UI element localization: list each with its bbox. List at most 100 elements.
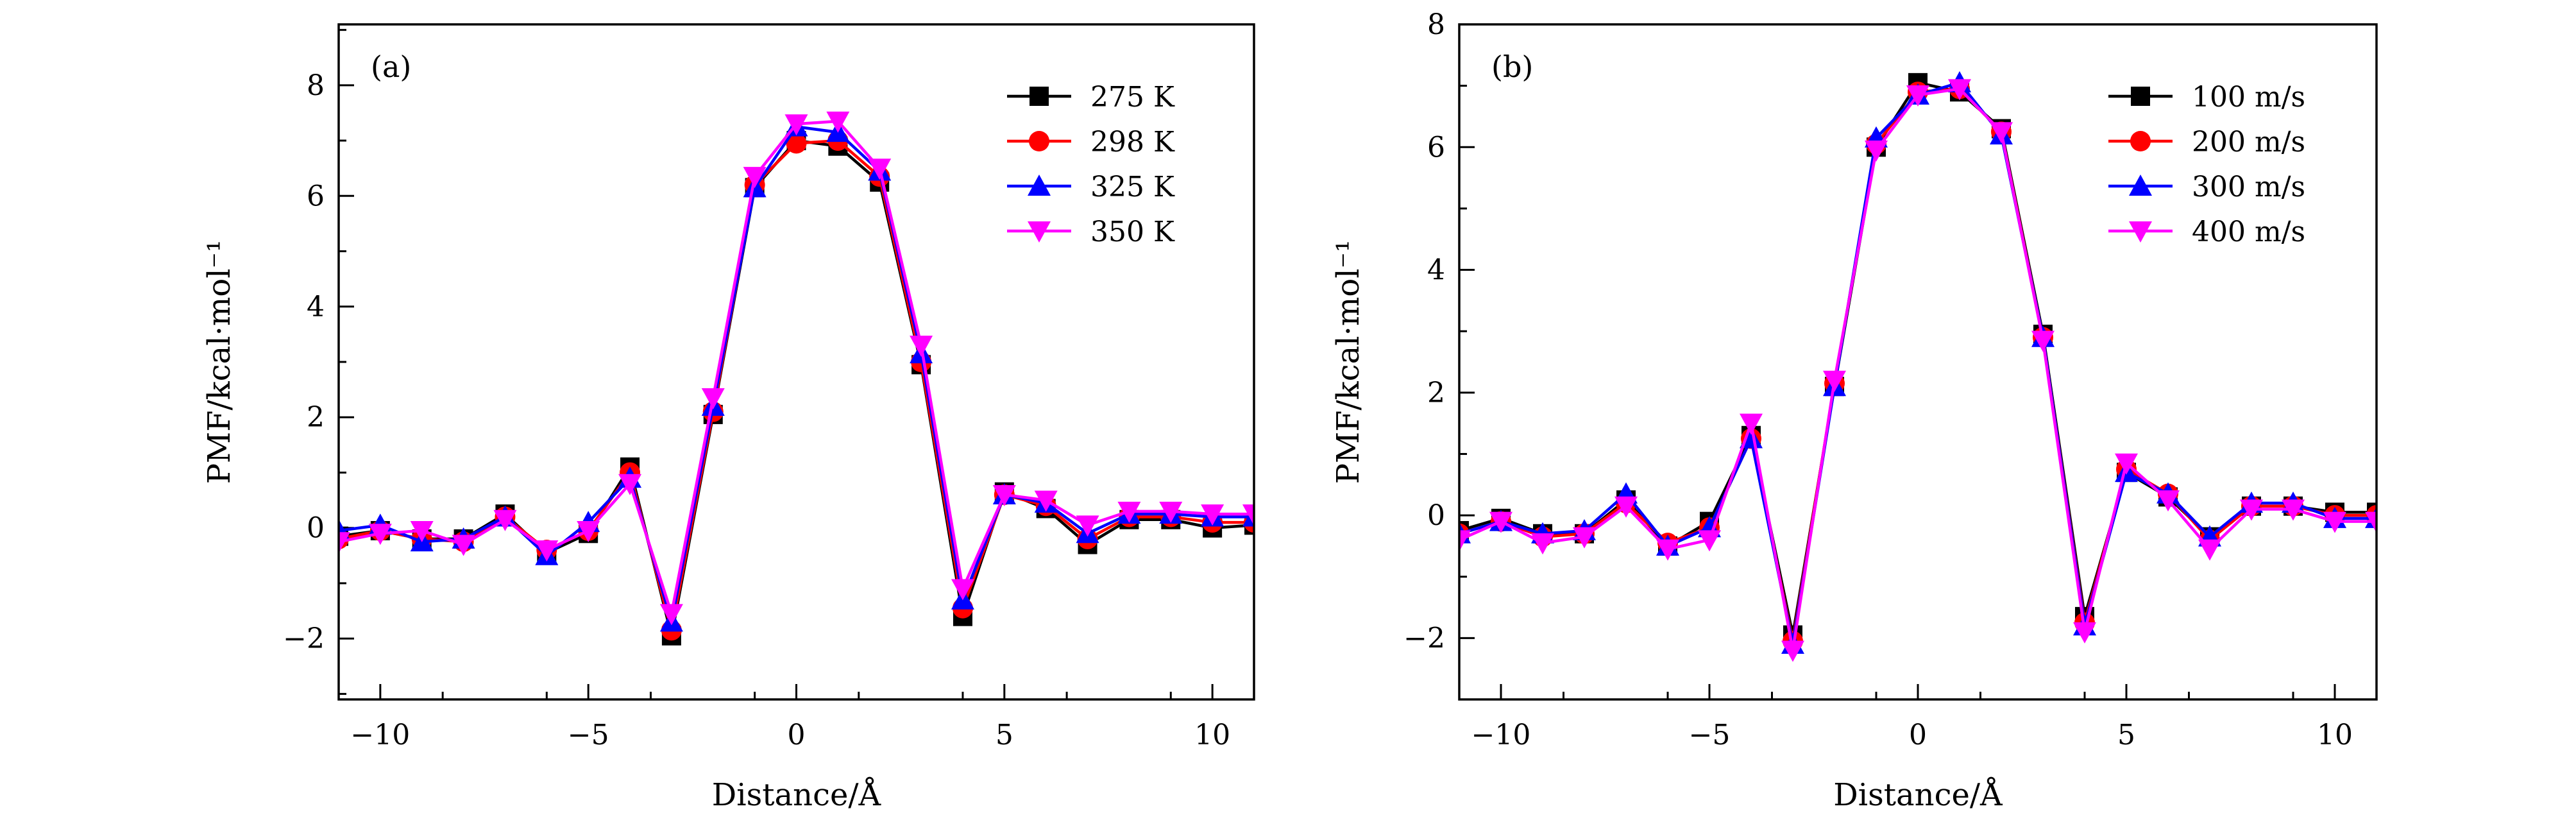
legend-label: 100 m/s: [2192, 81, 2305, 114]
data-point: [951, 579, 974, 601]
data-point: [1614, 496, 1638, 518]
data-point: [2282, 499, 2305, 521]
data-point: [368, 524, 392, 545]
legend-marker: [2130, 131, 2151, 151]
data-point: [1201, 504, 1224, 526]
x-tick-label: 5: [2117, 719, 2135, 751]
legend-marker: [2131, 87, 2150, 106]
legend-item: 298 K: [1007, 126, 1175, 158]
series-line: [339, 139, 1254, 632]
series-line: [339, 139, 1254, 638]
plot-frame: [337, 23, 1255, 701]
x-tick-label: 10: [2317, 719, 2353, 751]
series-0: [339, 131, 1254, 646]
legend-marker: [2129, 175, 2152, 196]
legend-label: 325 K: [1090, 171, 1175, 203]
legend-marker: [1028, 221, 1051, 243]
data-point: [1159, 501, 1183, 523]
series-1: [1459, 78, 2377, 652]
data-point: [339, 532, 350, 554]
legend-marker: [2129, 221, 2152, 243]
y-tick-label: 4: [1427, 254, 1445, 287]
legend-marker: [1029, 131, 1049, 151]
legend-label: 298 K: [1090, 126, 1175, 158]
data-point: [618, 474, 642, 495]
legend-item: 200 m/s: [2108, 126, 2305, 158]
data-point: [701, 388, 725, 410]
data-point: [577, 521, 600, 542]
y-tick-label: 8: [1427, 8, 1445, 41]
y-tick-label: 2: [307, 401, 325, 434]
chart-panel-a: −10 −5 0 5 10 −2 0 2 4 6 8 (a) 275 K 298 K 325 K 350 K D…: [201, 23, 1255, 813]
data-point: [1865, 141, 1888, 162]
data-point: [452, 535, 475, 556]
y-tick-label: 8: [307, 69, 325, 102]
data-point: [784, 114, 808, 136]
data-point: [2198, 539, 2221, 561]
data-point: [786, 133, 807, 154]
data-point: [2073, 622, 2096, 644]
legend: 275 K 298 K 325 K 350 K: [1007, 81, 1175, 248]
legend-item: 100 m/s: [2108, 81, 2305, 114]
x-tick-label: 5: [996, 719, 1013, 751]
data-point: [1076, 515, 1099, 537]
series-1: [339, 130, 1254, 641]
plot-frame: [1458, 23, 2378, 701]
series-0: [1459, 73, 2377, 645]
y-tick-label: 4: [307, 291, 325, 323]
data-point: [410, 521, 434, 542]
series-3: [339, 111, 1254, 626]
x-axis-title: Distance/Å: [712, 776, 882, 813]
data-point: [1781, 640, 1804, 662]
data-point: [1948, 79, 1971, 101]
legend-item: 350 K: [1007, 216, 1175, 248]
chart-panel-b: −10 −5 0 5 10 −2 0 2 4 6 8 (b) 100 m/s 200 m/s 300 m/s…: [1330, 8, 2378, 813]
data-point: [1489, 511, 1513, 533]
data-point: [868, 158, 892, 180]
data-point: [2323, 511, 2346, 533]
data-point: [2031, 330, 2055, 352]
data-point: [1531, 533, 1554, 555]
data-point: [1573, 527, 1596, 549]
series-line: [1459, 81, 2377, 637]
series-line: [1459, 81, 2377, 646]
legend-marker: [1028, 175, 1051, 196]
legend-item: 300 m/s: [2108, 171, 2305, 203]
x-tick-label: 0: [788, 719, 806, 751]
legend-item: 275 K: [1007, 81, 1175, 114]
panel-label: (b): [1491, 49, 1533, 84]
data-point: [2157, 490, 2180, 512]
y-tick-label: 6: [307, 180, 325, 212]
legend-label: 350 K: [1090, 216, 1175, 248]
series-3: [1459, 79, 2377, 662]
data-point: [743, 167, 767, 189]
panel-label: (a): [371, 49, 411, 84]
data-point: [1242, 504, 1254, 526]
x-tick-label: −10: [350, 719, 410, 751]
legend: 100 m/s 200 m/s 300 m/s 400 m/s: [2108, 81, 2305, 248]
x-tick-label: −10: [1471, 719, 1531, 751]
data-point: [1459, 530, 1471, 552]
data-point: [1698, 530, 1721, 552]
x-tick-label: 10: [1194, 719, 1230, 751]
legend-marker: [1030, 87, 1049, 106]
data-point: [826, 111, 850, 133]
x-tick-label: 0: [1909, 719, 1927, 751]
series-2: [1459, 71, 2377, 654]
y-tick-label: 6: [1427, 131, 1445, 164]
y-tick-label: 0: [1427, 499, 1445, 532]
y-tick-label: 0: [307, 512, 325, 545]
data-point: [910, 336, 933, 357]
data-point: [2240, 499, 2263, 521]
x-tick-label: −5: [1689, 719, 1731, 751]
data-point: [1117, 501, 1141, 523]
legend-label: 275 K: [1090, 81, 1175, 114]
y-tick-label: −2: [1403, 622, 1445, 655]
data-point: [2115, 453, 2138, 475]
y-axis-title: PMF/kcal·mol⁻¹: [201, 240, 237, 484]
data-point: [992, 484, 1016, 506]
data-point: [1656, 539, 1679, 561]
data-point: [2365, 511, 2377, 533]
